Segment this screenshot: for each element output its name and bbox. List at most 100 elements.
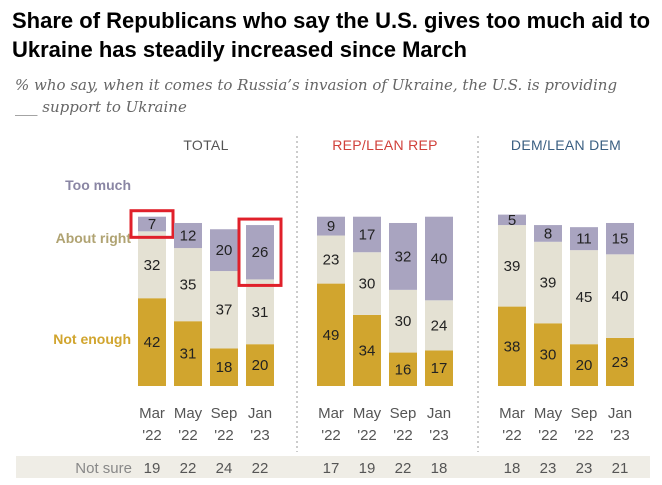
- value-label-about-right: 39: [504, 258, 521, 275]
- bar-segment-not-enough: [570, 344, 598, 386]
- value-label-about-right: 31: [252, 304, 269, 321]
- x-tick-year: '23: [250, 427, 270, 444]
- value-label-too-much: 40: [431, 251, 448, 268]
- x-tick-year: '22: [142, 427, 162, 444]
- value-label-not-enough: 23: [612, 354, 629, 371]
- value-label-about-right: 37: [216, 302, 233, 319]
- value-label-about-right: 30: [395, 313, 412, 330]
- bar-segment-not-enough: [425, 350, 453, 386]
- bar-segment-not-enough: [246, 344, 274, 386]
- bar-segment-too-much: [534, 225, 562, 242]
- x-tick-year: '22: [321, 427, 341, 444]
- value-label-too-much: 8: [544, 225, 552, 242]
- value-label-not-enough: 30: [540, 347, 557, 364]
- row-label: Too much: [65, 177, 131, 193]
- bar-segment-not-enough: [317, 283, 345, 386]
- chart-title: Share of Republicans who say the U.S. gi…: [12, 8, 651, 62]
- value-label-about-right: 24: [431, 317, 448, 334]
- value-label-too-much: 5: [508, 212, 516, 229]
- highlight-box: [237, 217, 283, 287]
- not-sure-value: 22: [252, 460, 269, 477]
- bar-segment-about-right: [138, 231, 166, 299]
- bar-segment-about-right: [498, 225, 526, 307]
- x-tick-month: Mar: [139, 405, 165, 422]
- row-label: About right: [56, 230, 132, 246]
- bar-segment-too-much: [246, 225, 274, 280]
- value-label-about-right: 30: [359, 276, 376, 293]
- value-label-about-right: 35: [180, 277, 197, 294]
- value-label-too-much: 20: [216, 242, 233, 259]
- x-tick-month: Sep: [390, 405, 417, 422]
- value-label-too-much: 7: [148, 216, 156, 233]
- chart-subtitle: % who say, when it comes to Russia’s inv…: [15, 76, 618, 116]
- row-label: Not enough: [53, 331, 131, 347]
- bar-segment-not-enough: [498, 306, 526, 386]
- not-sure-value: 18: [504, 460, 521, 477]
- not-sure-value: 18: [431, 460, 448, 477]
- bar-segment-about-right: [425, 300, 453, 351]
- bar-segment-about-right: [246, 279, 274, 345]
- not-sure-label: Not sure: [75, 460, 132, 477]
- x-tick-month: Jan: [248, 405, 272, 422]
- x-tick-year: '22: [393, 427, 413, 444]
- x-tick-month: Jan: [427, 405, 451, 422]
- value-label-about-right: 40: [612, 288, 629, 305]
- bar-segment-about-right: [570, 250, 598, 345]
- value-label-too-much: 12: [180, 228, 197, 245]
- x-tick-month: May: [534, 405, 563, 422]
- bar-segment-about-right: [606, 254, 634, 338]
- value-label-too-much: 15: [612, 231, 629, 248]
- value-label-about-right: 32: [144, 257, 161, 274]
- x-tick-year: '22: [574, 427, 594, 444]
- bar-segment-not-enough: [534, 323, 562, 386]
- value-label-not-enough: 49: [323, 327, 340, 344]
- value-label-too-much: 11: [576, 231, 592, 248]
- bar-segment-too-much: [498, 214, 526, 226]
- not-sure-value: 24: [216, 460, 233, 477]
- not-sure-band: [16, 456, 650, 478]
- not-sure-value: 19: [144, 460, 161, 477]
- value-label-too-much: 26: [252, 244, 269, 261]
- highlight-box: [129, 209, 175, 239]
- not-sure-value: 23: [576, 460, 593, 477]
- x-tick-month: Jan: [608, 405, 632, 422]
- bar-segment-not-enough: [353, 314, 381, 386]
- value-label-not-enough: 38: [504, 338, 521, 355]
- not-sure-value: 17: [323, 460, 340, 477]
- x-tick-year: '23: [610, 427, 630, 444]
- value-label-about-right: 45: [576, 289, 593, 306]
- bar-segment-not-enough: [210, 348, 238, 386]
- value-label-about-right: 23: [323, 252, 340, 269]
- bar-segment-about-right: [353, 252, 381, 315]
- bar-segment-too-much: [389, 222, 417, 290]
- x-tick-year: '22: [178, 427, 198, 444]
- bar-segment-not-enough: [174, 321, 202, 386]
- value-label-not-enough: 20: [252, 357, 269, 374]
- x-tick-month: Sep: [571, 405, 598, 422]
- x-tick-month: Mar: [499, 405, 525, 422]
- bar-segment-too-much: [570, 227, 598, 251]
- value-label-not-enough: 17: [431, 360, 448, 377]
- x-tick-year: '22: [538, 427, 558, 444]
- value-label-too-much: 32: [395, 248, 412, 265]
- group-title: REP/LEAN REP: [332, 137, 438, 153]
- x-tick-month: May: [353, 405, 382, 422]
- bar-segment-about-right: [534, 241, 562, 324]
- not-sure-value: 22: [180, 460, 197, 477]
- bar-segment-too-much: [606, 222, 634, 255]
- value-label-too-much: 17: [359, 226, 376, 243]
- bar-segment-about-right: [389, 289, 417, 353]
- bar-segment-too-much: [353, 216, 381, 253]
- value-label-not-enough: 34: [359, 342, 376, 359]
- bar-segment-about-right: [317, 235, 345, 284]
- x-tick-year: '22: [214, 427, 234, 444]
- group-title: DEM/LEAN DEM: [511, 137, 621, 153]
- x-tick-month: May: [174, 405, 203, 422]
- not-sure-value: 23: [540, 460, 557, 477]
- bar-segment-not-enough: [606, 337, 634, 386]
- group-title: TOTAL: [183, 137, 228, 153]
- bar-segment-too-much: [138, 216, 166, 232]
- bar-segment-too-much: [210, 229, 238, 272]
- bar-segment-not-enough: [138, 298, 166, 386]
